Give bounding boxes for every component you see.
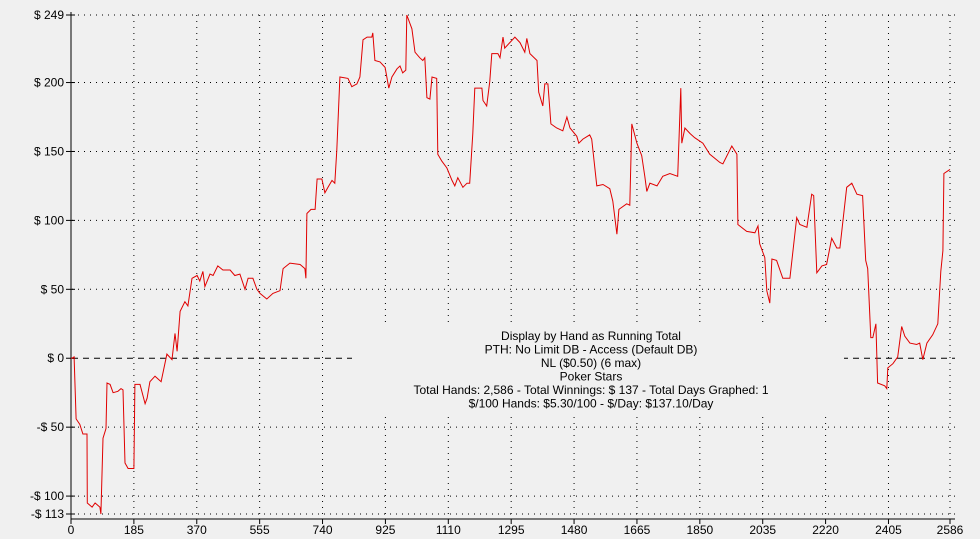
series-layer (71, 14, 951, 515)
axes: $ 249 $ 200 $ 150 $ 100 $ 50 $ 0 -$ 50 -$ 100 -$… (30, 8, 964, 537)
y-tick-label: -$ 113 (31, 507, 64, 521)
info-line: NL ($0.50) (6 max) (541, 356, 641, 370)
x-tick-label: 1110 (436, 523, 461, 537)
y-tick-label: $ 50 (41, 282, 65, 296)
x-tick-label: 185 (124, 523, 144, 537)
info-line: Total Hands: 2,586 - Total Winnings: $ 1… (413, 383, 768, 397)
x-tick-label: 1295 (498, 523, 525, 537)
x-tick-label: 740 (313, 523, 333, 537)
y-tick-label: -$ 100 (30, 489, 64, 503)
y-tick-label: -$ 50 (37, 420, 65, 434)
x-tick-label: 370 (187, 523, 207, 537)
y-tick-label: $ 150 (34, 144, 64, 158)
x-tick-label: 1665 (624, 523, 651, 537)
y-tick-label: $ 200 (34, 76, 64, 90)
info-line: $/100 Hands: $5.30/100 - $/Day: $137.10/… (469, 397, 714, 411)
x-tick-label: 555 (250, 523, 270, 537)
info-line: Display by Hand as Running Total (501, 329, 681, 343)
x-tick-label: 2220 (812, 523, 839, 537)
x-tick-label: 0 (68, 523, 75, 537)
x-tick-label: 1480 (561, 523, 588, 537)
x-tick-label: 1850 (686, 523, 713, 537)
y-tick-label: $ 0 (47, 351, 64, 365)
y-tick-label: $ 100 (34, 213, 64, 227)
x-tick-label: 2035 (749, 523, 776, 537)
info-line: PTH: No Limit DB - Access (Default DB) (485, 343, 698, 357)
grid (72, 14, 955, 519)
y-tick-label: $ 249 (34, 8, 64, 22)
x-tick-label: 2586 (937, 523, 964, 537)
info-line: Poker Stars (560, 370, 623, 384)
running-total-line (71, 14, 951, 515)
info-background (352, 326, 844, 414)
x-tick-label: 2405 (875, 523, 902, 537)
x-tick-label: 925 (375, 523, 395, 537)
